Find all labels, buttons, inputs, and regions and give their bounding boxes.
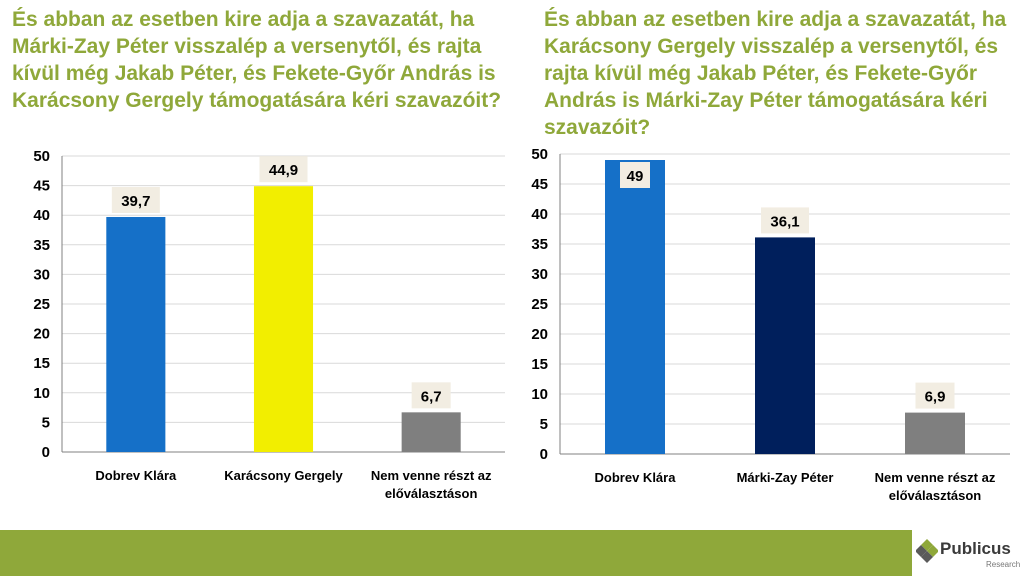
logo-subtext: Research	[986, 560, 1021, 569]
y-tick-label: 40	[531, 206, 548, 223]
footer-bar	[0, 530, 1024, 576]
data-label: 6,7	[421, 388, 442, 405]
chart-title-left: És abban az esetben kire adja a szavazat…	[12, 8, 502, 112]
data-label-background	[915, 382, 955, 409]
data-label: 6,9	[925, 389, 946, 406]
data-label-background	[411, 382, 451, 409]
bar-chart-left: 0 5 10 15 20 25 30 35 40 45 50 39,7 Dobrev Klára 44,9…	[33, 148, 505, 501]
x-tick-label: előválasztáson	[385, 486, 478, 501]
x-tick-label: Dobrev Klára	[595, 470, 677, 485]
bar	[253, 186, 314, 452]
x-tick-label: előválasztáson	[889, 488, 982, 503]
x-tick-label: Karácsony Gergely	[224, 468, 343, 483]
y-tick-label: 20	[33, 326, 50, 343]
y-tick-label: 45	[33, 178, 50, 195]
y-tick-label: 0	[540, 446, 548, 463]
x-tick-label: Nem venne részt az	[875, 470, 996, 485]
x-tick-label: Dobrev Klára	[95, 468, 177, 483]
y-tick-label: 15	[33, 355, 50, 372]
data-label: 44,9	[269, 162, 298, 179]
data-label-background	[620, 162, 650, 188]
bar	[755, 237, 815, 454]
y-tick-label: 40	[33, 207, 50, 224]
publicus-diamond-icon	[916, 539, 938, 563]
y-tick-label: 30	[33, 266, 50, 283]
bar	[401, 412, 461, 452]
y-tick-label: 50	[33, 148, 50, 165]
y-tick-label: 15	[531, 356, 548, 373]
publicus-logo: Publicus Research	[912, 530, 1024, 576]
data-label: 39,7	[121, 193, 150, 210]
y-tick-label: 50	[531, 146, 548, 163]
data-label-background	[259, 156, 308, 183]
y-tick-label: 10	[531, 386, 548, 403]
chart-title-right: És abban az esetben kire adja a szavazat…	[544, 8, 1007, 139]
data-label-background	[111, 186, 160, 213]
y-tick-label: 20	[531, 326, 548, 343]
y-tick-label: 5	[42, 414, 50, 431]
y-tick-label: 25	[531, 296, 548, 313]
x-tick-label: Márki-Zay Péter	[737, 470, 834, 485]
y-tick-label: 10	[33, 385, 50, 402]
data-label: 49	[627, 168, 644, 185]
y-tick-label: 0	[42, 444, 50, 461]
logo-text: Publicus	[940, 539, 1011, 558]
y-tick-label: 5	[540, 416, 548, 433]
y-tick-label: 35	[33, 237, 50, 254]
bar	[905, 412, 965, 454]
bar	[106, 216, 166, 452]
y-tick-label: 35	[531, 236, 548, 253]
y-tick-label: 30	[531, 266, 548, 283]
bar	[605, 160, 665, 454]
bar-chart-right: 0 5 10 15 20 25 30 35 40 45 50 49 Dobrev Klára 36,1 Má…	[531, 146, 1010, 503]
data-label-background	[761, 207, 809, 234]
y-tick-label: 25	[33, 296, 50, 313]
x-tick-label: Nem venne részt az	[371, 468, 492, 483]
y-tick-label: 45	[531, 176, 548, 193]
data-label: 36,1	[770, 213, 799, 230]
